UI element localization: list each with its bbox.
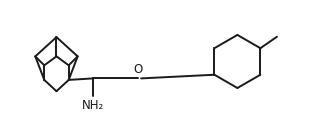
Text: NH₂: NH₂ (82, 99, 104, 112)
Text: O: O (134, 63, 143, 76)
